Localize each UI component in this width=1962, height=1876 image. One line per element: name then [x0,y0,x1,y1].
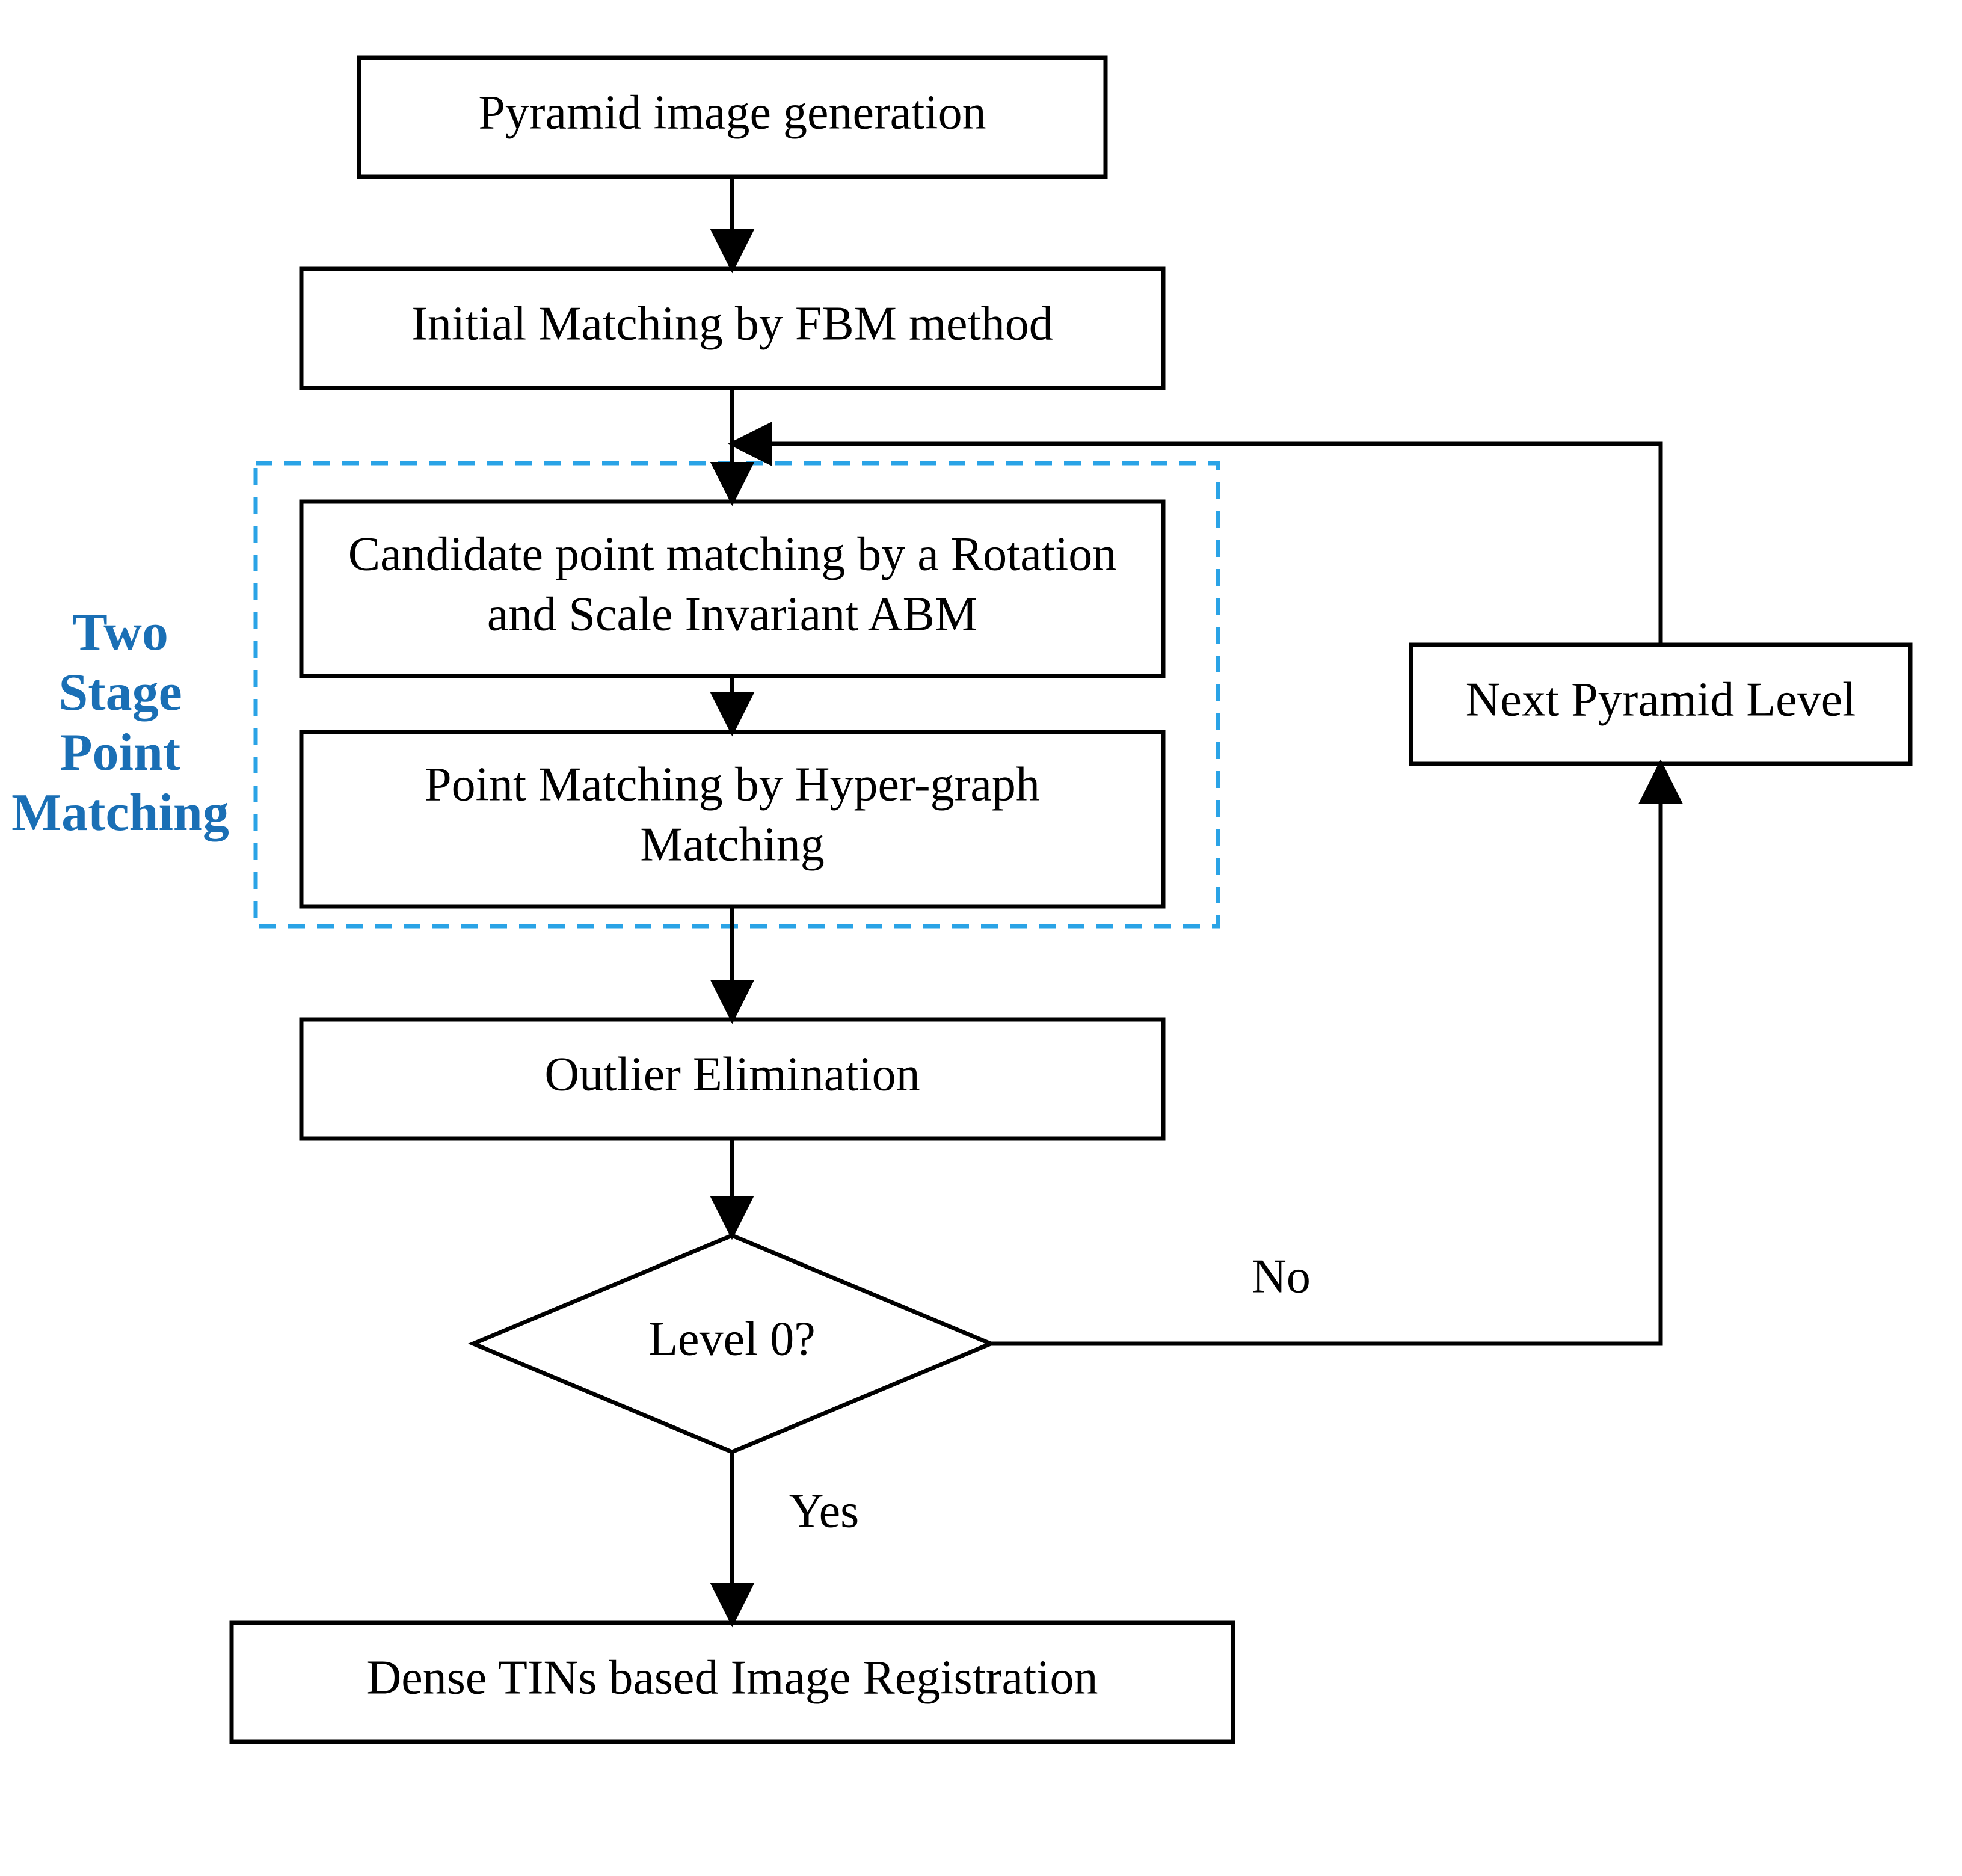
node-label: Outlier Elimination [544,1048,920,1101]
node-label: Initial Matching by FBM method [411,297,1053,350]
node-label: Level 0? [648,1312,816,1365]
group-label: Stage [58,663,182,722]
group-label: Point [60,724,180,782]
edge-e5 [732,1139,733,1235]
edge-label: No [1252,1250,1311,1303]
node-n4: Point Matching by Hyper-graph Matching [301,732,1163,906]
edge-label: Yes [789,1484,859,1537]
node-n3: Candidate point matching by a Rotation an… [301,502,1163,676]
group-label: Two [72,603,168,662]
node-n1: Pyramid image generation [359,58,1106,177]
node-n7: Next Pyramid Level [1411,645,1910,764]
node-label: Matching [640,818,825,871]
node-label: Dense TINs based Image Registration [367,1651,1098,1704]
node-label: Candidate point matching by a Rotation [348,527,1117,580]
group-label: Matching [11,784,229,842]
node-d1: Level 0? [473,1235,991,1452]
node-label: Next Pyramid Level [1466,673,1856,726]
edge-e6: Yes [732,1452,859,1623]
node-label: and Scale Invariant ABM [487,588,977,641]
node-n5: Outlier Elimination [301,1019,1163,1139]
node-n2: Initial Matching by FBM method [301,269,1163,388]
node-n6: Dense TINs based Image Registration [232,1623,1233,1742]
node-label: Pyramid image generation [478,86,986,139]
node-label: Point Matching by Hyper-graph [425,758,1040,811]
